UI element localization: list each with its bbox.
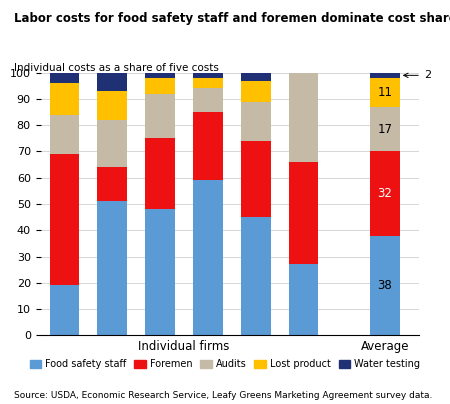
Bar — [370, 152, 400, 236]
Bar — [145, 138, 175, 209]
Bar — [50, 154, 79, 285]
Bar — [98, 201, 127, 335]
Legend: Food safety staff, Foremen, Audits, Lost product, Water testing: Food safety staff, Foremen, Audits, Lost… — [26, 355, 424, 373]
Bar — [241, 217, 270, 335]
Bar — [98, 167, 127, 201]
Bar — [145, 94, 175, 138]
Bar — [50, 115, 79, 154]
Bar — [145, 73, 175, 78]
Bar — [370, 236, 400, 335]
Bar — [193, 180, 223, 335]
Text: 17: 17 — [378, 123, 392, 136]
Bar — [193, 88, 223, 112]
Text: 38: 38 — [378, 279, 392, 292]
Bar — [98, 120, 127, 167]
Bar — [50, 285, 79, 335]
Text: 32: 32 — [378, 187, 392, 200]
Bar — [241, 141, 270, 217]
Bar — [289, 162, 319, 264]
Bar — [241, 81, 270, 101]
Bar — [193, 73, 223, 78]
Text: Source: USDA, Economic Research Service, Leafy Greens Marketing Agreement survey: Source: USDA, Economic Research Service,… — [14, 391, 432, 400]
Bar — [289, 73, 319, 162]
Bar — [370, 107, 400, 152]
Bar — [50, 73, 79, 83]
Bar — [98, 91, 127, 120]
Bar — [145, 78, 175, 94]
Bar — [193, 112, 223, 180]
Bar — [370, 73, 400, 78]
Bar — [241, 73, 270, 80]
Text: 2: 2 — [404, 70, 431, 80]
Bar — [370, 78, 400, 107]
Text: Labor costs for food safety staff and foremen dominate cost shares: Labor costs for food safety staff and fo… — [14, 12, 450, 25]
Text: 11: 11 — [378, 86, 392, 99]
Text: Individual costs as a share of five costs: Individual costs as a share of five cost… — [14, 63, 218, 73]
Bar — [145, 209, 175, 335]
Bar — [98, 73, 127, 91]
Bar — [50, 83, 79, 115]
Bar — [241, 101, 270, 141]
Bar — [193, 78, 223, 88]
Bar — [289, 264, 319, 335]
